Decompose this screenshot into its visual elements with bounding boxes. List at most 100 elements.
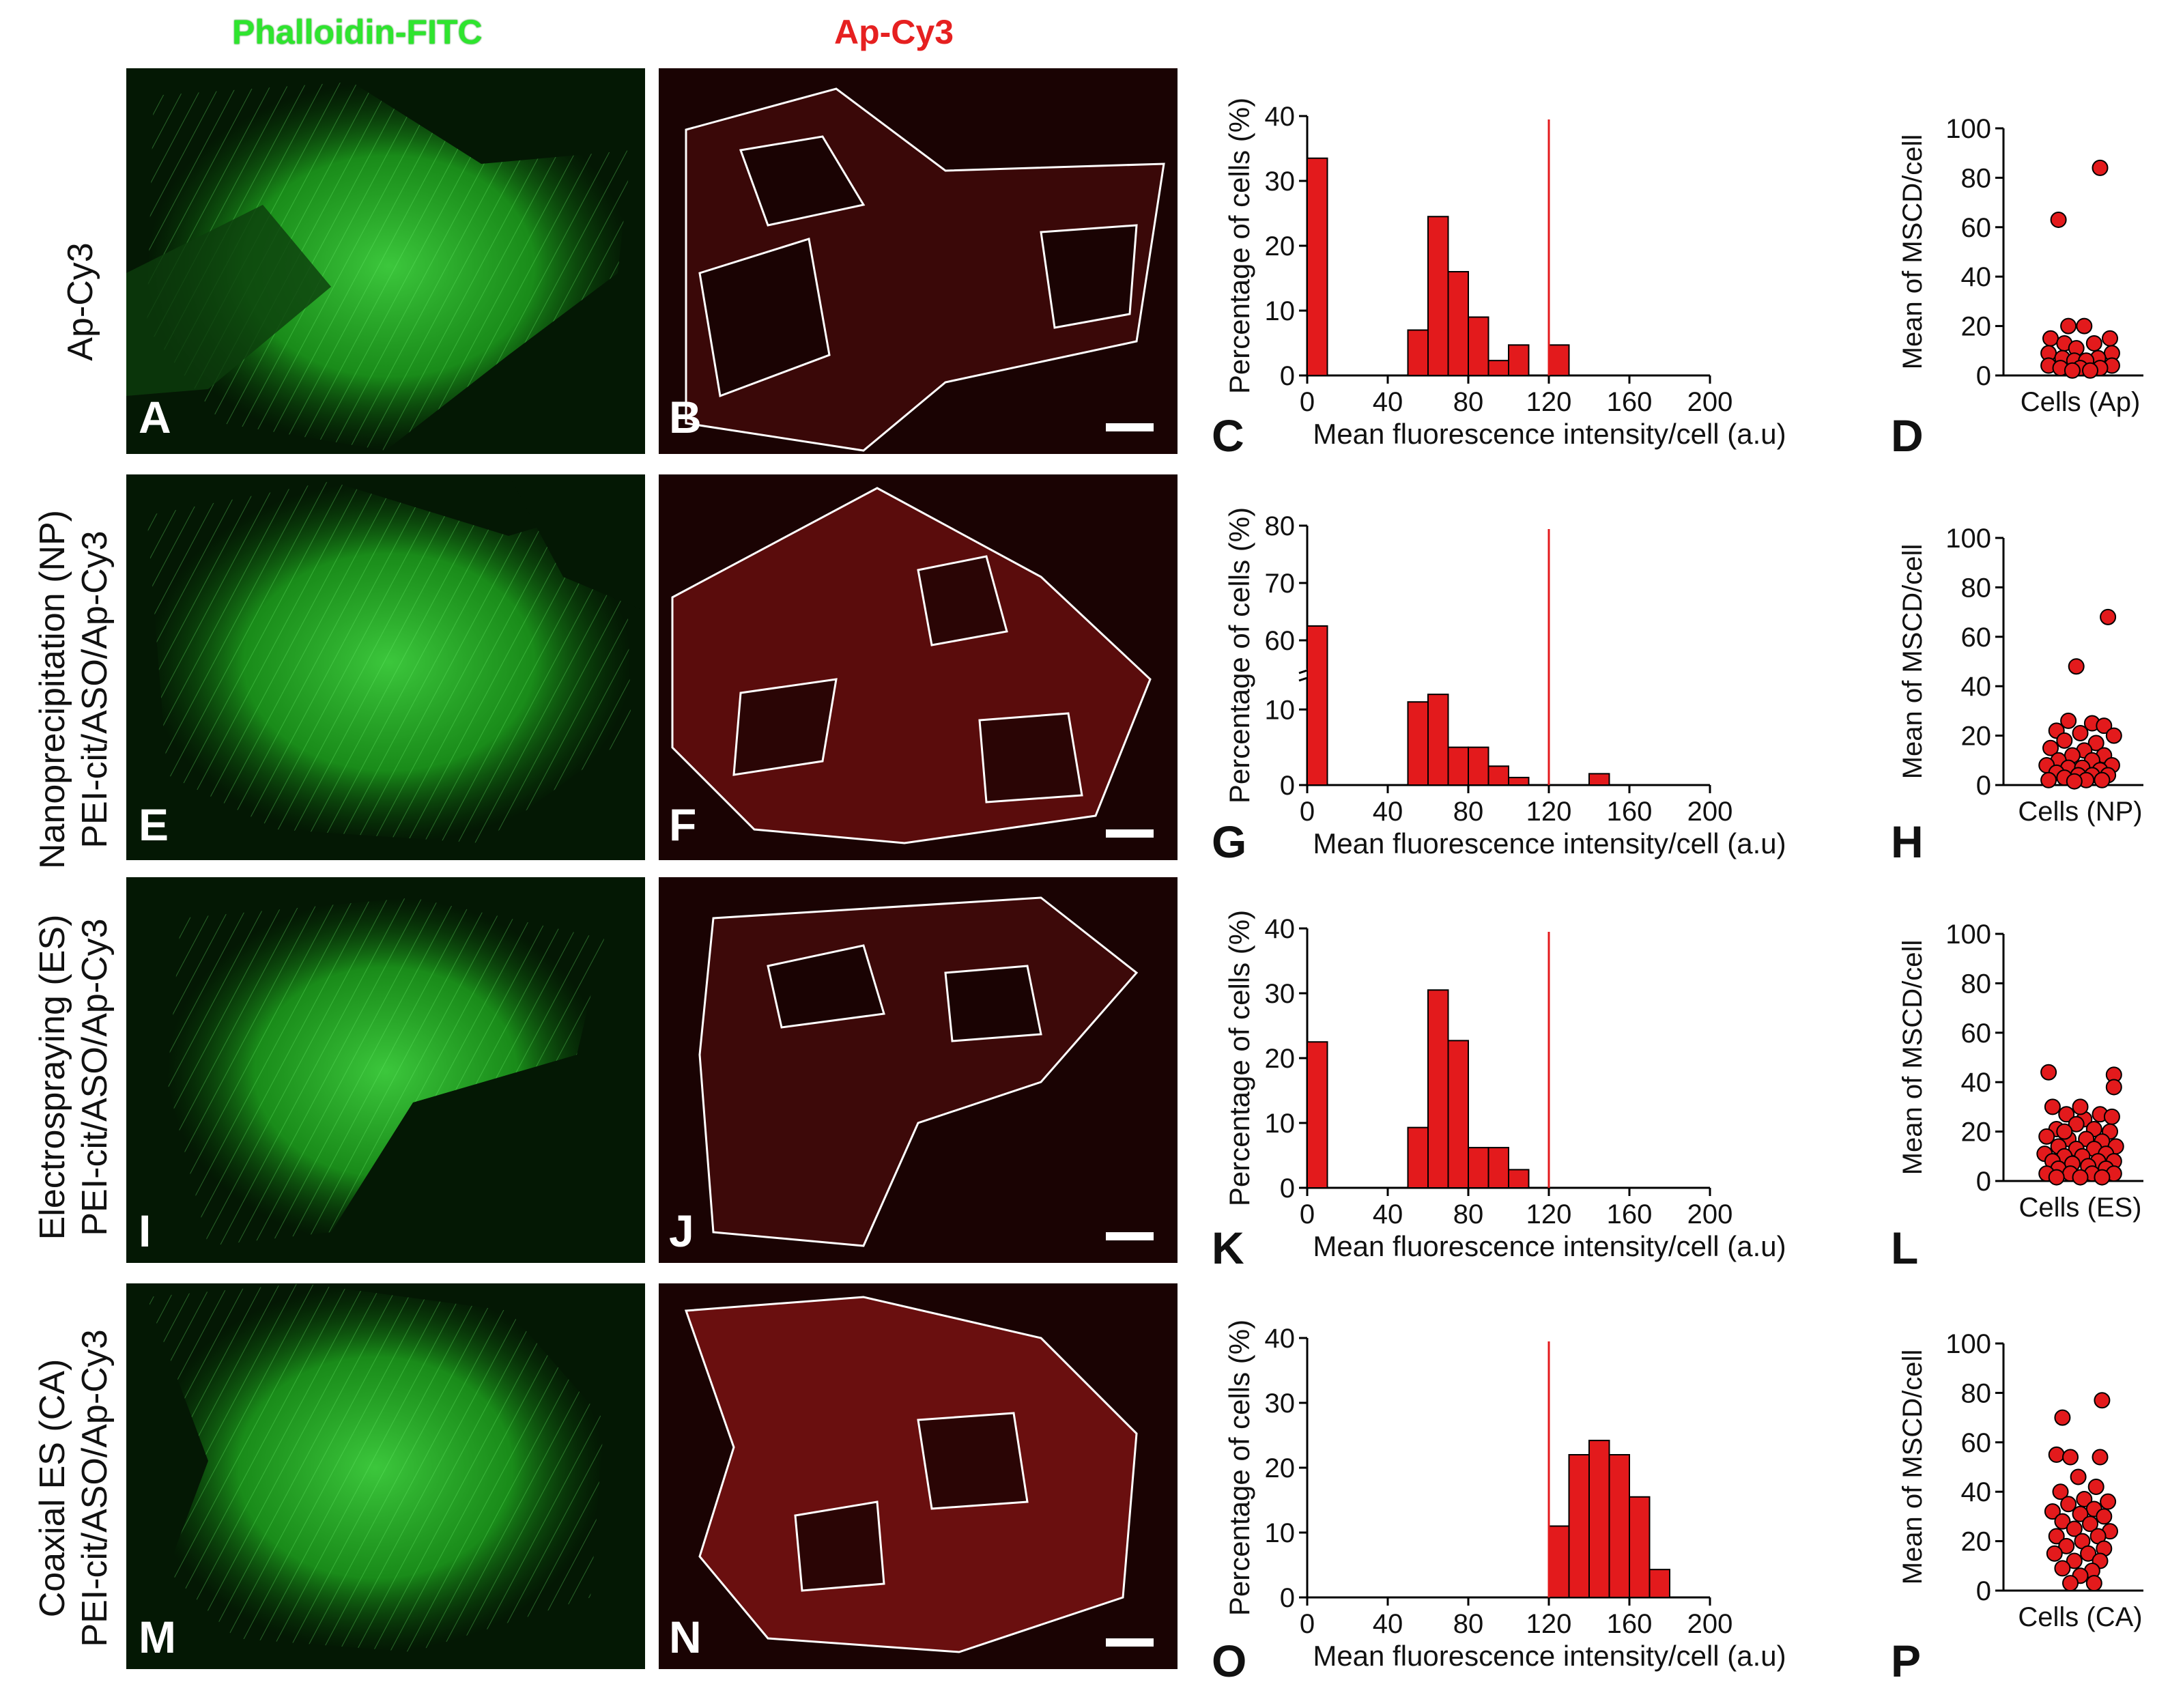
histogram-g-bar-3 bbox=[1447, 746, 1469, 786]
scatter-h-point-4 bbox=[2096, 717, 2113, 735]
panel-letter-n: N bbox=[669, 1612, 702, 1662]
y-tick-label: 10 bbox=[1265, 1109, 1296, 1139]
scatter-p: 0 20 40 60 80 100 Cells (CA) Mean of MSCD/cell bbox=[1884, 1324, 2171, 1659]
scatter-l-point-8 bbox=[2068, 1115, 2085, 1133]
histogram-c-bar-0 bbox=[1307, 157, 1328, 376]
x-axis-label: Cells (CA) bbox=[2018, 1602, 2142, 1632]
x-tick-label: 160 bbox=[1607, 1609, 1653, 1639]
histogram-o-bar-5 bbox=[1649, 1569, 1670, 1598]
scatter-p-point-6 bbox=[2087, 1478, 2104, 1495]
y-tick-label: 20 bbox=[1265, 1044, 1296, 1074]
scatter-l: 0 20 40 60 80 100 Cells (ES) Mean of MSCD/cell bbox=[1884, 915, 2171, 1249]
x-tick-label: 40 bbox=[1373, 1199, 1403, 1229]
panel-letter-b: B bbox=[669, 392, 702, 442]
x-tick-label: 120 bbox=[1526, 1609, 1572, 1639]
column-title-phalloidin: Phalloidin-FITC bbox=[232, 13, 483, 51]
scatter-h-point-28 bbox=[2094, 771, 2111, 788]
y-axis-label: Percentage of cells (%) bbox=[1223, 1320, 1255, 1616]
scatter-p-point-12 bbox=[2044, 1503, 2061, 1520]
x-axis-label: Mean fluorescence intensity/cell (a.u) bbox=[1313, 827, 1786, 859]
scatter-h-point-9 bbox=[2087, 735, 2104, 752]
row-label-2: Nanoprecipitation (NP) PEI-cit/ASO/Ap-Cy… bbox=[31, 510, 116, 869]
x-tick-label: 80 bbox=[1453, 797, 1484, 827]
y-tick-label: 20 bbox=[1961, 1118, 1992, 1148]
y-axis-label: Mean of MSCD/cell bbox=[1898, 1350, 1928, 1585]
scatter-l-point-36 bbox=[2072, 1169, 2089, 1186]
panel-letter-k: K bbox=[1212, 1223, 1244, 1273]
y-tick-label: 40 bbox=[1265, 102, 1296, 132]
micrograph-green-np bbox=[126, 474, 645, 860]
micrograph-red-es bbox=[659, 877, 1178, 1263]
scatter-p-point-28 bbox=[2054, 1560, 2071, 1577]
micrograph-red-ca bbox=[659, 1283, 1178, 1669]
y-axis-label: Percentage of cells (%) bbox=[1223, 507, 1255, 803]
histogram-c-bar-1 bbox=[1407, 329, 1429, 376]
scatter-h-point-6 bbox=[2072, 724, 2089, 741]
y-axis-label: Percentage of cells (%) bbox=[1223, 910, 1255, 1206]
y-tick-label: 70 bbox=[1265, 569, 1296, 599]
y-axis-label: Mean of MSCD/cell bbox=[1898, 134, 1928, 370]
histogram-g-bar-4 bbox=[1468, 746, 1489, 786]
x-tick-label: 80 bbox=[1453, 1609, 1484, 1639]
row-label-4: Coaxial ES (CA) PEI-cit/ASO/Ap-Cy3 bbox=[31, 1329, 116, 1647]
panel-letter-o: O bbox=[1212, 1636, 1247, 1686]
x-axis-label: Cells (Ap) bbox=[2021, 387, 2141, 417]
histogram-g-bar-0 bbox=[1307, 625, 1328, 786]
y-tick-label: 0 bbox=[1976, 1576, 1991, 1606]
scatter-p-point-13 bbox=[2072, 1505, 2089, 1522]
histogram-g-bar-1 bbox=[1407, 701, 1429, 786]
x-tick-label: 40 bbox=[1373, 797, 1403, 827]
scatter-p-point-8 bbox=[2076, 1491, 2093, 1508]
histogram-k-bar-0 bbox=[1307, 1041, 1328, 1189]
y-tick-label: 60 bbox=[1265, 626, 1296, 656]
row-label-3: Electrospraying (ES) PEI-cit/ASO/Ap-Cy3 bbox=[31, 915, 116, 1240]
panel-letter-i: I bbox=[139, 1206, 152, 1256]
histogram-c-bar-2 bbox=[1427, 216, 1449, 376]
row-label-2-line-1: Nanoprecipitation (NP) bbox=[33, 509, 72, 870]
micrograph-green-ca bbox=[126, 1283, 645, 1669]
y-tick-label: 10 bbox=[1265, 695, 1296, 725]
x-axis-label: Mean fluorescence intensity/cell (a.u) bbox=[1313, 1230, 1786, 1262]
scatter-p-point-31 bbox=[2062, 1575, 2079, 1592]
y-tick-label: 20 bbox=[1961, 722, 1992, 752]
scatter-l-point-4 bbox=[2058, 1106, 2075, 1123]
scatter-p-point-24 bbox=[2046, 1545, 2063, 1562]
y-tick-label: 20 bbox=[1961, 312, 1992, 342]
y-tick-label: 30 bbox=[1265, 167, 1296, 197]
y-tick-label: 40 bbox=[1961, 1477, 1992, 1507]
scatter-p-point-1 bbox=[2054, 1409, 2071, 1426]
x-tick-label: 80 bbox=[1453, 387, 1484, 417]
y-tick-label: 0 bbox=[1976, 361, 1991, 391]
panel-letter-f: F bbox=[669, 799, 697, 850]
scatter-l-point-2 bbox=[2105, 1079, 2122, 1096]
scatter-p-point-0 bbox=[2094, 1392, 2111, 1409]
panel-letter-m: M bbox=[139, 1612, 176, 1662]
histogram-k-bar-6 bbox=[1508, 1169, 1530, 1189]
histogram-k-bar-3 bbox=[1447, 1040, 1469, 1189]
micrograph-green-ap bbox=[126, 68, 645, 454]
y-tick-label: 10 bbox=[1265, 1518, 1296, 1548]
scatter-p-point-4 bbox=[2092, 1449, 2109, 1466]
scatter-h-point-7 bbox=[2105, 727, 2122, 744]
scatter-l-point-6 bbox=[2103, 1108, 2120, 1125]
histogram-g-bar-7 bbox=[1588, 773, 1610, 786]
histogram-k-bar-4 bbox=[1468, 1147, 1489, 1189]
row-label-4-line-1: Coaxial ES (CA) bbox=[33, 1358, 72, 1618]
micrograph-red-np bbox=[659, 474, 1178, 860]
y-tick-label: 100 bbox=[1945, 524, 1991, 554]
scatter-p-point-10 bbox=[2060, 1496, 2077, 1513]
histogram-o-bar-1 bbox=[1568, 1454, 1590, 1598]
panel-letter-c: C bbox=[1212, 410, 1244, 461]
histogram-o-bar-0 bbox=[1548, 1525, 1570, 1598]
histogram-g-bar-6 bbox=[1508, 776, 1530, 786]
scatter-l-point-37 bbox=[2094, 1169, 2111, 1186]
scatter-p-point-9 bbox=[2100, 1493, 2117, 1510]
y-tick-label: 60 bbox=[1961, 1428, 1992, 1458]
x-axis-label: Cells (NP) bbox=[2018, 797, 2142, 827]
histogram-o-bar-2 bbox=[1588, 1440, 1610, 1598]
y-tick-label: 0 bbox=[1280, 361, 1295, 391]
x-axis-label: Mean fluorescence intensity/cell (a.u) bbox=[1313, 1640, 1786, 1672]
row-label-1: Ap-Cy3 bbox=[59, 242, 102, 360]
row-label-3-line-1: Electrospraying (ES) bbox=[33, 914, 72, 1240]
y-axis-label: Mean of MSCD/cell bbox=[1898, 544, 1928, 780]
